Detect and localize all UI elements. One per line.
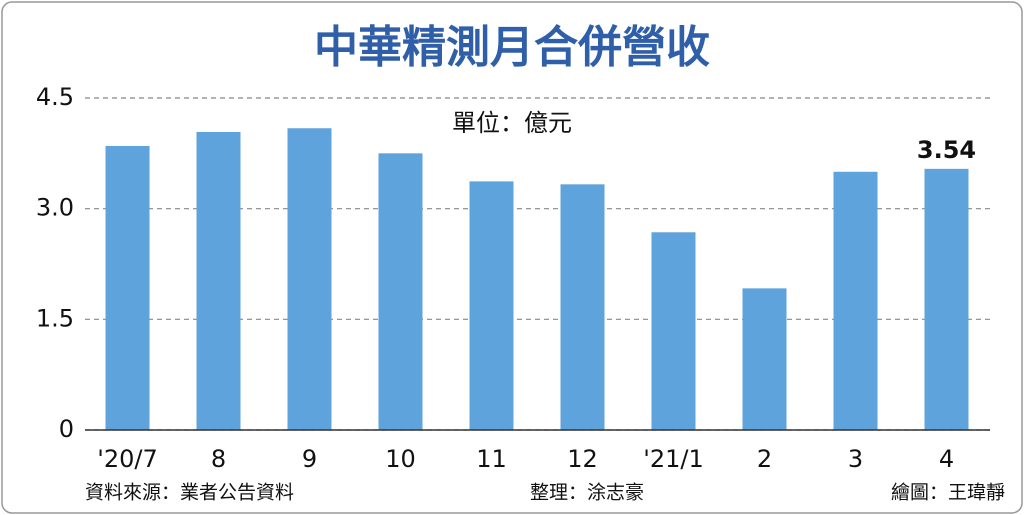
illustrator: 繪圖：王瑋靜 — [891, 482, 1005, 504]
x-tick-label: 3 — [848, 445, 863, 473]
x-tick-label: 8 — [211, 445, 226, 473]
bar — [651, 232, 696, 430]
bar — [924, 168, 969, 430]
chart-title: 中華精測月合併營收 — [314, 22, 710, 73]
source: 資料來源：業者公告資料 — [85, 482, 294, 504]
bar — [196, 131, 241, 430]
bar — [378, 153, 423, 431]
x-tick-label: 11 — [476, 445, 507, 473]
bar — [469, 181, 514, 430]
bar — [742, 288, 787, 430]
x-tick-label: 4 — [939, 445, 954, 473]
value-label: 3.54 — [917, 136, 976, 164]
y-tick-label: 4.5 — [36, 83, 74, 111]
bar — [287, 128, 332, 430]
editor: 整理：涂志豪 — [530, 482, 644, 504]
y-tick-label: 3.0 — [36, 194, 74, 222]
y-tick-label: 1.5 — [36, 304, 74, 332]
x-tick-label: 9 — [302, 445, 317, 473]
bar — [560, 184, 605, 430]
x-tick-label: 2 — [757, 445, 772, 473]
bar — [833, 171, 878, 430]
unit-note: 單位：億元 — [452, 109, 572, 137]
bar — [105, 145, 150, 430]
y-tick-label: 0 — [59, 415, 74, 443]
x-tick-label: '20/7 — [97, 445, 158, 473]
x-tick-label: 12 — [567, 445, 598, 473]
x-tick-label: 10 — [385, 445, 416, 473]
x-tick-label: '21/1 — [643, 445, 704, 473]
